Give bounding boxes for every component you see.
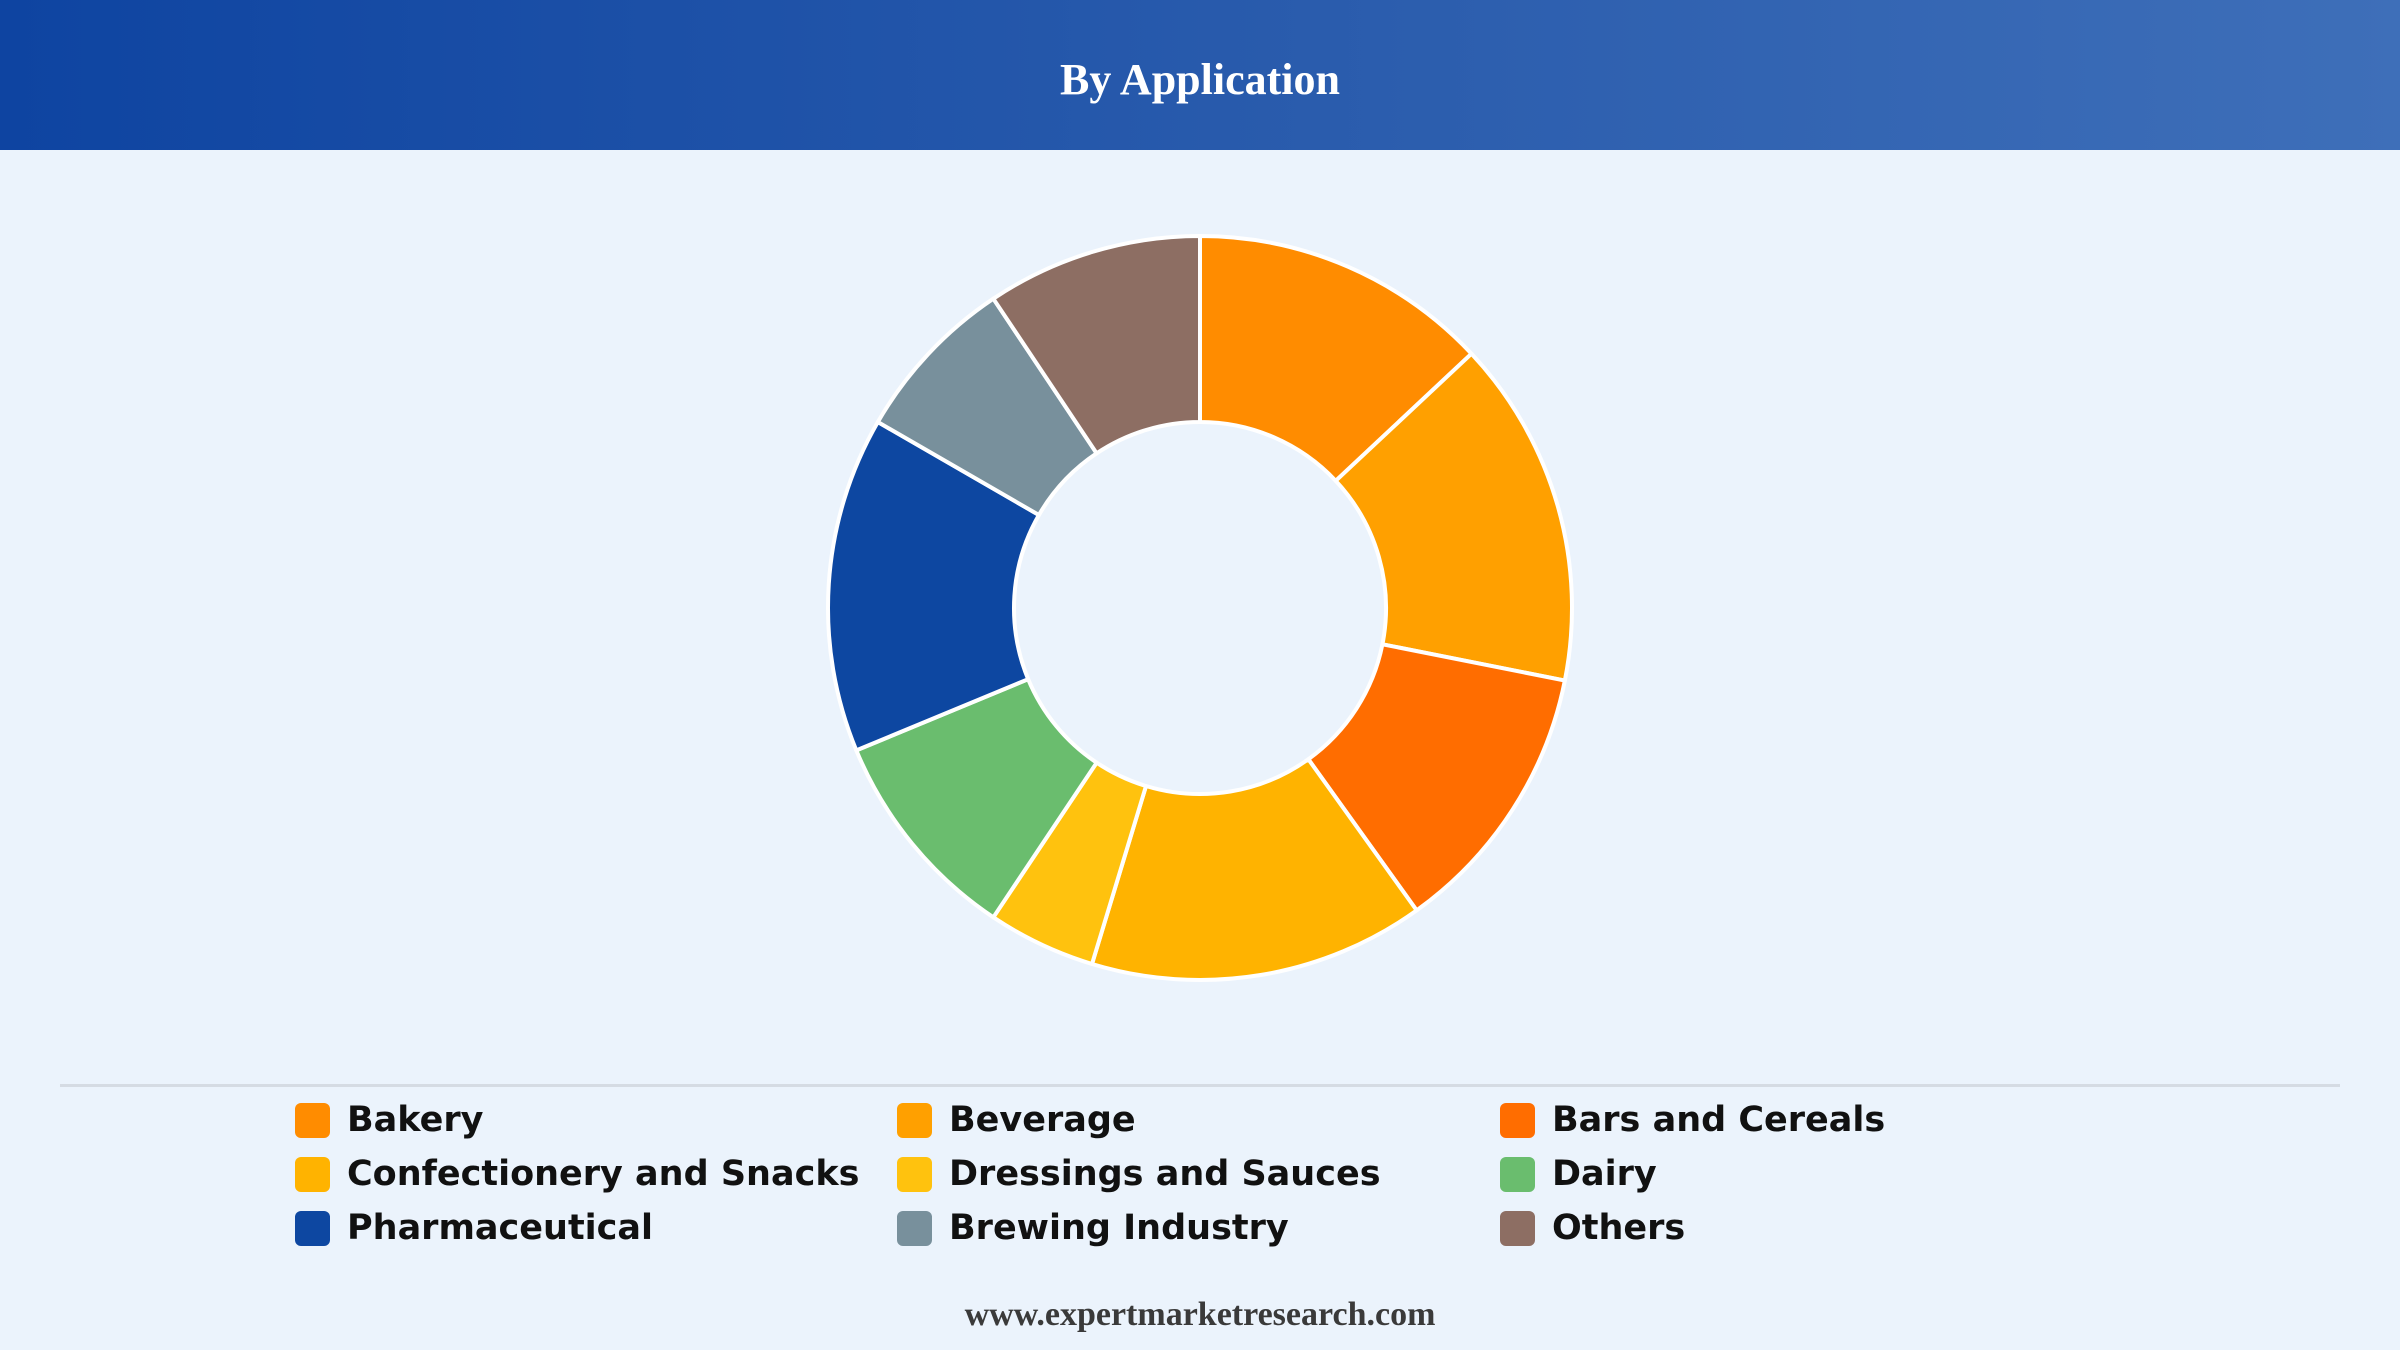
legend-swatch-others xyxy=(1500,1210,1535,1246)
legend-item-bakery: Bakery xyxy=(295,1098,483,1142)
legend-item-dressings-and-sauces: Dressings and Sauces xyxy=(897,1152,1381,1196)
donut-chart xyxy=(826,234,1574,982)
legend-label-dairy: Dairy xyxy=(1552,1154,1657,1194)
legend-swatch-bakery xyxy=(295,1102,330,1138)
legend-label-bars-and-cereals: Bars and Cereals xyxy=(1552,1100,1886,1140)
legend-item-beverage: Beverage xyxy=(897,1098,1136,1142)
slice-others xyxy=(991,234,1202,456)
footer-source-url: www.expertmarketresearch.com xyxy=(964,1296,1436,1333)
legend-swatch-brewing-industry xyxy=(897,1210,932,1246)
slice-pharmaceutical xyxy=(826,420,1041,753)
legend-item-pharmaceutical: Pharmaceutical xyxy=(295,1206,653,1250)
legend-swatch-pharmaceutical xyxy=(295,1210,330,1246)
legend-item-dairy: Dairy xyxy=(1500,1152,1657,1196)
legend-swatch-dairy xyxy=(1500,1156,1535,1192)
legend-item-brewing-industry: Brewing Industry xyxy=(897,1206,1289,1250)
legend-swatch-confectionery-and-snacks xyxy=(295,1156,330,1192)
legend-label-confectionery-and-snacks: Confectionery and Snacks xyxy=(347,1154,860,1194)
legend-swatch-beverage xyxy=(897,1102,932,1138)
chart-title: By Application xyxy=(1060,55,1340,104)
legend-label-dressings-and-sauces: Dressings and Sauces xyxy=(949,1154,1381,1194)
legend-label-pharmaceutical: Pharmaceutical xyxy=(347,1208,654,1248)
legend-label-brewing-industry: Brewing Industry xyxy=(949,1208,1289,1248)
legend-item-others: Others xyxy=(1500,1206,1685,1250)
legend-label-beverage: Beverage xyxy=(949,1100,1136,1140)
slice-bars-and-cereals xyxy=(1306,642,1567,913)
legend-swatch-dressings-and-sauces xyxy=(897,1156,932,1192)
slice-confectionery-and-snacks xyxy=(1090,757,1419,982)
slice-bakery xyxy=(1198,234,1474,483)
legend-label-bakery: Bakery xyxy=(347,1100,484,1140)
legend-swatch-bars-and-cereals xyxy=(1500,1102,1535,1138)
legend-item-confectionery-and-snacks: Confectionery and Snacks xyxy=(295,1152,859,1196)
slice-beverage xyxy=(1333,351,1574,683)
legend-label-others: Others xyxy=(1552,1208,1686,1248)
chart-legend: Bakery Beverage Bars and Cereals Confect… xyxy=(295,1098,2195,1268)
header-banner: By Application xyxy=(0,0,2400,150)
legend-item-bars-and-cereals: Bars and Cereals xyxy=(1500,1098,1885,1142)
legend-divider xyxy=(60,1084,2340,1087)
